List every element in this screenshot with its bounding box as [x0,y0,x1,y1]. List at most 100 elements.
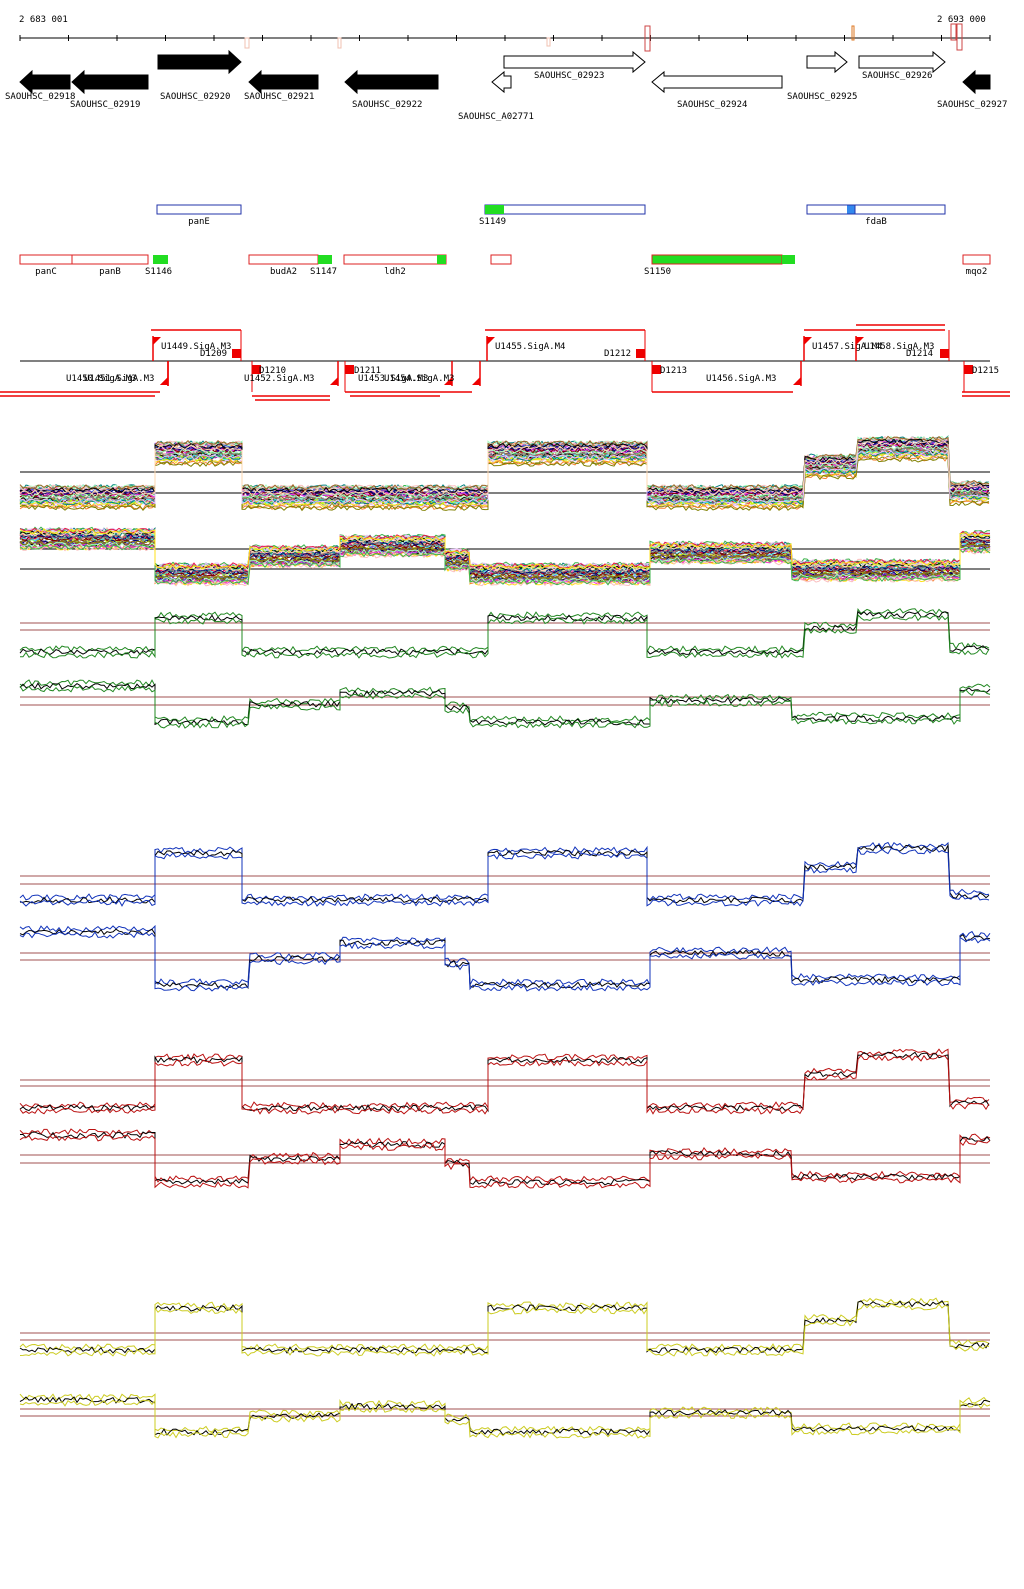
operon-box [248,254,319,265]
terminator-marker [252,365,261,374]
promoter-flag [856,337,864,345]
gene-arrow [858,50,946,74]
feature-label: U1451.SigA.M3 [84,374,154,384]
feature-label: D1214 [906,349,933,359]
ruler-marker [644,25,651,52]
operon-box [343,254,447,265]
operon-box [490,254,512,265]
coord-end-label: 2 693 000 [937,15,986,25]
ruler-marker [546,37,551,47]
feature-label: D1210 [259,366,286,376]
operon-label: budA2 [270,267,297,277]
feature-label: D1209 [200,349,227,359]
feature-label: U1455.SigA.M4 [495,342,565,352]
expression-profile [19,456,990,512]
operon-box [806,204,856,215]
operon-label: fdaB [865,217,887,227]
promoter-flag [153,337,161,345]
gene-label: SAOUHSC_02924 [677,100,747,110]
gene-label: SAOUHSC_02919 [70,100,140,110]
operon-label: S1146 [145,267,172,277]
promoter-flag [472,377,480,385]
expression-profile [19,928,991,990]
sigma-site-box [782,255,795,264]
gene-arrow [651,70,783,94]
expression-profile [19,1297,990,1351]
feature-label: U1450.SigA.M3 [66,374,136,384]
operon-label: panE [188,217,210,227]
operon-label: S1149 [479,217,506,227]
gene-label: SAOUHSC_02927 [937,100,1007,110]
terminator-marker [232,349,241,358]
operon-box [962,254,991,265]
operon-label: S1147 [310,267,337,277]
feature-label: U1453.SigA.M3 [358,374,428,384]
expression-profile [19,841,990,901]
expression-profile [19,843,990,904]
expression-profile [19,527,990,569]
ruler-marker [851,25,855,41]
gene-arrow [71,69,149,95]
promoter-flag [160,377,168,385]
promoter-flag [487,337,495,345]
operon-label: panB [99,267,121,277]
gene-label: SAOUHSC_A02771 [458,112,534,122]
feature-label: D1213 [660,366,687,376]
operon-box [19,254,73,265]
promoter-flag [444,377,452,385]
coordinate-ruler: 2 683 001 2 693 000 [19,15,991,52]
expression-profile [19,682,991,726]
expression-profile [19,1048,990,1110]
expression-profile [19,679,991,723]
expression-profile [19,685,991,729]
operon-box [156,204,242,215]
feature-label: U1449.SigA.M3 [161,342,231,352]
operon-track: panE S1149 fdaB panC panB S1146 budA2 S1147 ldh2… [19,204,991,277]
terminator-marker [940,349,949,358]
coord-start-label: 2 683 001 [19,15,68,25]
feature-label: U1458.SigA.M3 [864,342,934,352]
expression-profile [19,1303,990,1357]
feature-label: D1212 [604,349,631,359]
gene-label: SAOUHSC_02918 [5,92,75,102]
operon-label: S1150 [644,267,671,277]
gene-label: SAOUHSC_02922 [352,100,422,110]
gene-arrow [806,50,848,74]
terminator-marker [345,365,354,374]
expression-profile [19,1131,991,1186]
gene-arrow [19,69,71,95]
expression-profile [19,529,991,571]
feature-label: D1215 [972,366,999,376]
operon-box [806,204,946,215]
operon-label: ldh2 [384,267,406,277]
gene-label: SAOUHSC_02921 [244,92,314,102]
sigma-site-box [437,255,446,264]
expression-profile [19,438,990,494]
operon-box [71,254,149,265]
expression-profile [19,1134,991,1189]
expression-profile [19,539,991,582]
gene-arrow [344,69,439,95]
terminator-marker [652,365,661,374]
expression-profile [19,1399,991,1439]
feature-label: U1452.SigA.M3 [244,374,314,384]
expression-profile [19,444,990,499]
expression-profile [19,1054,990,1115]
expression-profile [19,610,990,656]
ruler-marker [337,37,342,49]
expression-profile [19,1128,991,1183]
gene-label: SAOUHSC_02925 [787,92,857,102]
feature-label: U1456.SigA.M3 [706,374,776,384]
sigma-site-box [652,255,795,264]
expression-profile [19,449,990,505]
expression-profile [19,451,990,506]
expression-profile [19,924,991,987]
gene-arrow [248,69,319,95]
operon-label: panC [35,267,57,277]
gene-arrow [491,70,512,94]
operon-box [484,204,646,215]
operon-label: mqo2 [966,267,988,277]
